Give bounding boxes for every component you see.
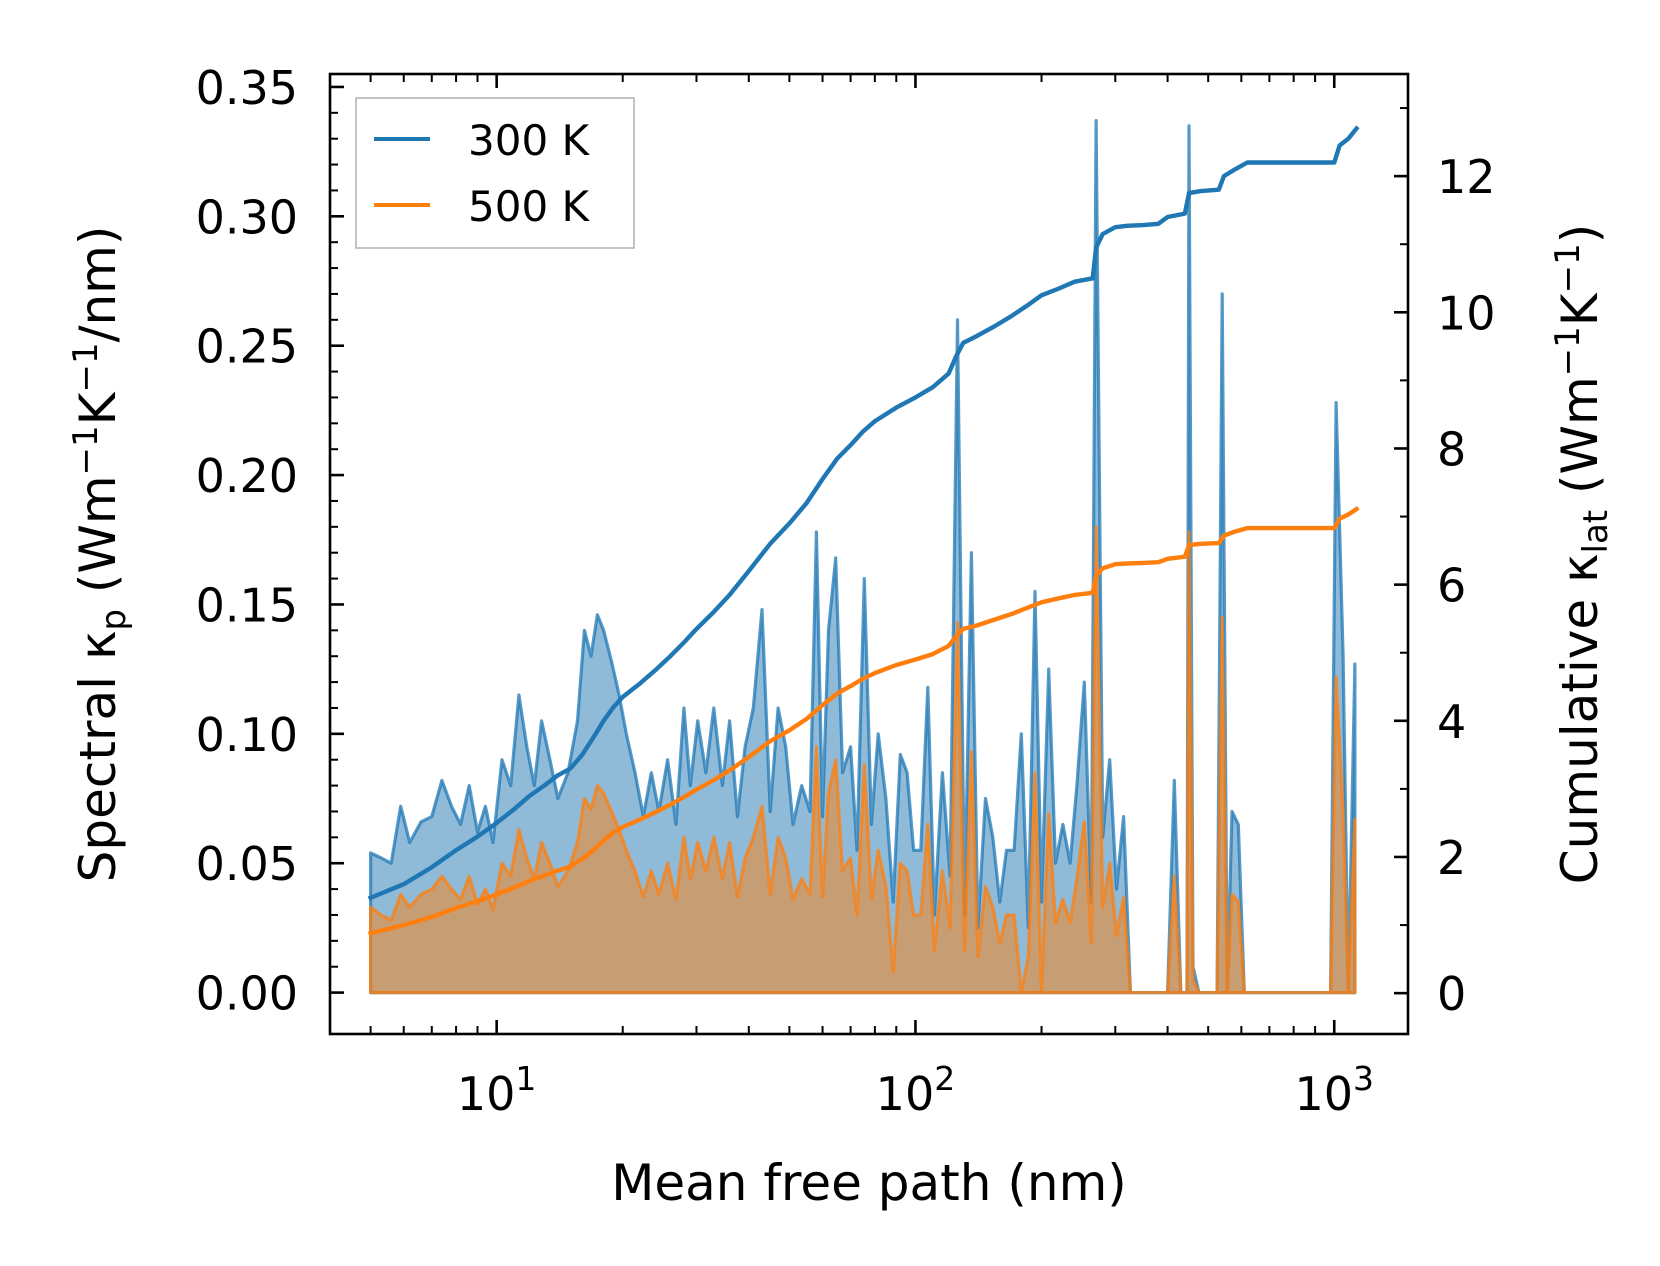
y-right-tick-label: 8 [1437, 422, 1466, 476]
x-tick-label: 102 [876, 1059, 956, 1121]
spectral-area-500k [369, 525, 1357, 995]
y-left-label-unit-close: /nm) [69, 226, 127, 343]
x-tick-label-base: 10 [457, 1067, 516, 1121]
y-right-tick-label: 10 [1437, 286, 1496, 340]
x-tick-label-base: 10 [876, 1067, 935, 1121]
y-right-label-unit-close: ) [1551, 224, 1609, 244]
legend-label-300k: 300 K [468, 116, 591, 165]
y-left-tick-label: 0.00 [196, 967, 298, 1021]
y-right-tick-label: 0 [1437, 967, 1466, 1021]
axis-ticks [329, 74, 1408, 1034]
y-left-label-main: Spectral κ [69, 631, 127, 883]
y-right-tick-label: 2 [1437, 831, 1466, 885]
y-right-label-unit-mid: K [1551, 292, 1609, 326]
y-left-label-sub: p [94, 609, 134, 631]
y-axis-left-label: Spectral κp (Wm−1K−1/nm) [66, 226, 134, 883]
y-right-label-unit-open: (Wm [1551, 376, 1609, 510]
y-left-tick-label: 0.10 [196, 708, 298, 762]
y-left-label-unit-mid: K [69, 391, 127, 425]
x-axis-label: Mean free path (nm) [611, 1154, 1127, 1212]
legend-box [355, 97, 635, 249]
y-right-tick-label: 4 [1437, 695, 1466, 749]
plot-frame [328, 72, 1410, 1036]
y-left-tick-label: 0.30 [196, 190, 298, 244]
y-right-label-exp1: −1 [1548, 326, 1588, 376]
y-left-tick-label: 0.25 [196, 320, 298, 374]
y-right-label-sub: lat [1576, 510, 1616, 554]
plot-area [367, 119, 1360, 995]
cumulative-line-500k [367, 506, 1360, 936]
y-right-tick-label: 12 [1437, 150, 1496, 204]
legend: 300 K 500 K [355, 97, 635, 249]
y-right-label-main: Cumulative κ [1551, 553, 1609, 884]
legend-label-500k: 500 K [468, 182, 591, 231]
x-tick-label: 101 [457, 1059, 537, 1121]
cumulative-line-300k [367, 125, 1360, 901]
y-left-label-exp2: −1 [66, 342, 106, 392]
y-right-tick-label: 6 [1437, 559, 1466, 613]
x-tick-label-base: 10 [1294, 1067, 1353, 1121]
x-tick-label-exp: 1 [515, 1059, 536, 1098]
tick-labels: 101 102 1030.000.050.100.150.200.250.300.3… [196, 61, 1496, 1121]
y-left-tick-label: 0.35 [196, 61, 298, 115]
x-tick-label: 103 [1294, 1059, 1374, 1121]
x-tick-label-exp: 2 [934, 1059, 955, 1098]
y-left-tick-label: 0.20 [196, 449, 298, 503]
x-tick-label-exp: 3 [1353, 1059, 1374, 1098]
y-left-label-unit-open: (Wm [69, 475, 127, 609]
y-left-tick-label: 0.15 [196, 578, 298, 632]
y-left-tick-label: 0.05 [196, 837, 298, 891]
y-left-label-exp1: −1 [66, 425, 106, 475]
y-axis-right-label: Cumulative κlat (Wm−1K−1) [1548, 224, 1616, 884]
y-right-label-exp2: −1 [1548, 243, 1588, 293]
